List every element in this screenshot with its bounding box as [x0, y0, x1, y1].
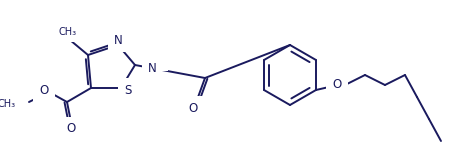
- Text: O: O: [67, 122, 76, 135]
- Text: H: H: [155, 56, 163, 66]
- Text: O: O: [332, 79, 341, 91]
- Text: CH₃: CH₃: [0, 99, 16, 109]
- Text: S: S: [124, 83, 132, 97]
- Text: N: N: [114, 34, 123, 46]
- Text: CH₃: CH₃: [59, 27, 77, 37]
- Text: O: O: [188, 101, 198, 114]
- Text: N: N: [148, 62, 157, 75]
- Text: O: O: [39, 84, 49, 97]
